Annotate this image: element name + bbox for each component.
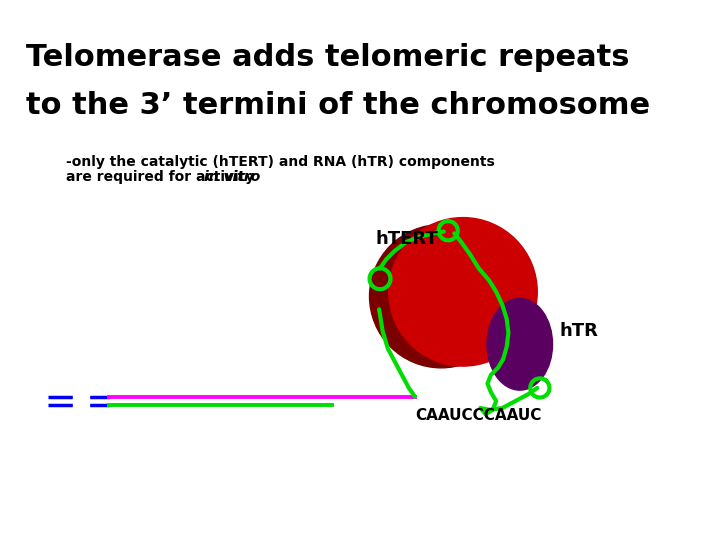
Text: CAAUCCCAAUC: CAAUCCCAAUC xyxy=(415,408,541,423)
Text: to the 3’ termini of the chromosome: to the 3’ termini of the chromosome xyxy=(26,91,650,120)
Ellipse shape xyxy=(487,299,552,390)
Circle shape xyxy=(369,225,513,368)
Text: hTERT: hTERT xyxy=(376,230,438,248)
Text: in vitro: in vitro xyxy=(204,170,260,184)
Text: are required for activity: are required for activity xyxy=(66,170,258,184)
Text: -only the catalytic (hTERT) and RNA (hTR) components: -only the catalytic (hTERT) and RNA (hTR… xyxy=(66,154,494,168)
Text: Telomerase adds telomeric repeats: Telomerase adds telomeric repeats xyxy=(26,43,630,72)
Circle shape xyxy=(389,218,537,366)
Text: hTR: hTR xyxy=(559,322,598,340)
